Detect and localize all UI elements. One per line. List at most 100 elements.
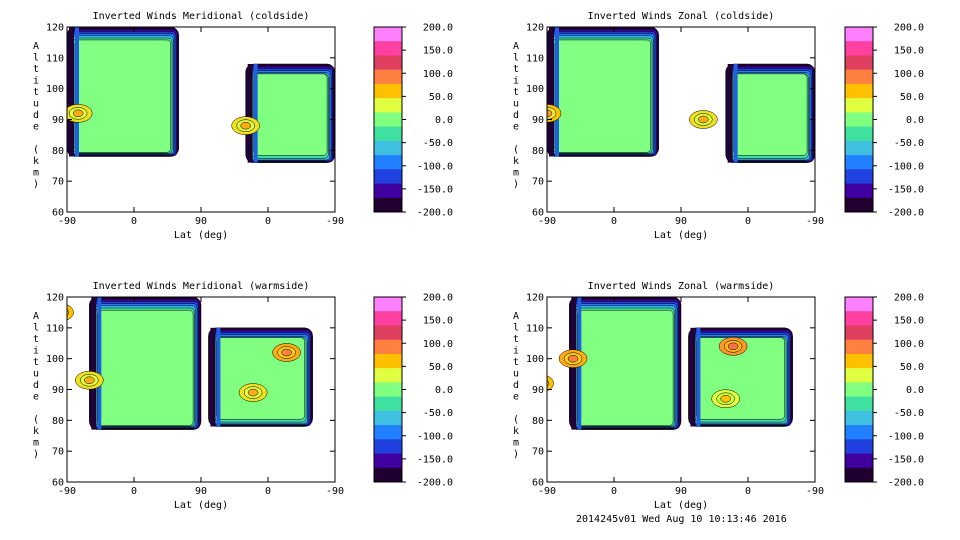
- contour-edge: [75, 27, 79, 157]
- colorbar-swatch: [374, 197, 402, 213]
- colorbar-swatch: [845, 467, 873, 483]
- y-tick-label: 60: [532, 208, 544, 219]
- x-tick-label: -90: [806, 486, 824, 497]
- contour-band: [733, 73, 808, 156]
- wind-extremum: [727, 342, 739, 351]
- colorbar-label: 150.0: [894, 316, 924, 327]
- x-tick-label: 0: [131, 216, 137, 227]
- y-tick-label: 70: [52, 177, 64, 188]
- run-footer: 2014245v01 Wed Aug 10 10:13:46 2016: [576, 514, 787, 525]
- colorbar-swatch: [374, 126, 402, 142]
- chart-panel-2: Inverted Winds Zonal (coldside) -90 0 90 0 -9…: [513, 11, 924, 241]
- colorbar-label: 100.0: [894, 69, 924, 80]
- colorbar-label: -100.0: [417, 431, 453, 442]
- x-tick-label: 90: [675, 486, 687, 497]
- colorbar-swatch: [374, 453, 402, 469]
- y-tick-label: 60: [52, 478, 64, 489]
- contour-edge: [216, 327, 221, 427]
- colorbar-swatch: [845, 297, 873, 312]
- y-tick-label: 80: [532, 416, 544, 427]
- colorbar-label: 200.0: [423, 23, 453, 34]
- colorbar-label: -50.0: [894, 408, 924, 419]
- colorbar-label: -50.0: [423, 138, 453, 149]
- colorbar-label: -200.0: [888, 478, 924, 489]
- colorbar-swatch: [845, 140, 873, 156]
- colorbar-label: -50.0: [894, 138, 924, 149]
- colorbar-label: -200.0: [888, 208, 924, 219]
- x-tick-label: 0: [611, 486, 617, 497]
- colorbar-swatch: [845, 197, 873, 213]
- colorbar-label: -150.0: [888, 454, 924, 465]
- colorbar-label: 100.0: [423, 339, 453, 350]
- colorbar-swatch: [845, 410, 873, 426]
- colorbar-label: 50.0: [900, 92, 924, 103]
- colorbar-swatch: [374, 55, 402, 71]
- colorbar-swatch: [374, 155, 402, 170]
- x-tick-label: 0: [265, 216, 271, 227]
- chart-title: Inverted Winds Meridional (coldside): [93, 11, 310, 22]
- colorbar-swatch: [845, 69, 873, 85]
- colorbar-swatch: [374, 425, 402, 440]
- contour-edge: [69, 27, 74, 157]
- y-tick-label: 90: [52, 385, 64, 396]
- x-tick-label: 0: [611, 216, 617, 227]
- colorbar-swatch: [374, 396, 402, 412]
- x-tick-label: 0: [745, 486, 751, 497]
- colorbar-label: -100.0: [417, 161, 453, 172]
- colorbar-label: 200.0: [894, 293, 924, 304]
- x-tick-label: -90: [806, 216, 824, 227]
- colorbar-swatch: [845, 169, 873, 184]
- contour-band: [554, 39, 651, 153]
- chart-title: Inverted Winds Zonal (coldside): [588, 11, 775, 22]
- contour-edge: [690, 327, 696, 427]
- y-tick-label: 60: [532, 478, 544, 489]
- x-tick-label: -90: [538, 486, 556, 497]
- wind-extremum: [698, 115, 709, 124]
- y-tick-label: 110: [46, 323, 64, 334]
- wind-extremum: [247, 388, 259, 397]
- contour-edge: [91, 297, 97, 430]
- colorbar-swatch: [374, 169, 402, 184]
- colorbar-label: -150.0: [417, 184, 453, 195]
- colorbar-label: -100.0: [888, 431, 924, 442]
- contour-edge: [727, 64, 733, 163]
- colorbar-label: 0.0: [906, 385, 924, 396]
- x-tick-label: -90: [58, 486, 76, 497]
- colorbar-swatch: [374, 98, 402, 113]
- colorbar-swatch: [374, 27, 402, 42]
- contour-edge: [733, 64, 738, 163]
- wind-extremum: [67, 304, 74, 321]
- colorbar-swatch: [845, 126, 873, 142]
- colorbar-swatch: [845, 382, 873, 398]
- wind-extremum: [547, 375, 554, 392]
- colorbar-swatch: [374, 325, 402, 341]
- colorbar-label: 100.0: [423, 69, 453, 80]
- contour-edge: [555, 27, 559, 157]
- x-tick-label: 90: [675, 216, 687, 227]
- chart-panel-4: Inverted Winds Zonal (warmside) -90 0 90 0 -9…: [513, 281, 924, 511]
- colorbar-label: 150.0: [894, 46, 924, 57]
- colorbar-swatch: [845, 396, 873, 412]
- contour-edge: [696, 327, 701, 427]
- x-tick-label: -90: [326, 216, 344, 227]
- contour-band: [253, 73, 328, 156]
- colorbar-label: -150.0: [888, 184, 924, 195]
- y-tick-label: 100: [46, 354, 64, 365]
- colorbar-swatch: [845, 353, 873, 369]
- x-tick-label: 90: [195, 486, 207, 497]
- colorbar-swatch: [374, 297, 402, 312]
- colorbar-swatch: [845, 41, 873, 56]
- colorbar-label: -200.0: [417, 208, 453, 219]
- chart-panel-3: Inverted Winds Meridional (warmside) -90 0…: [33, 281, 453, 511]
- contour-edge: [253, 64, 258, 163]
- wind-extremum: [547, 109, 553, 118]
- wind-extremum: [240, 121, 251, 130]
- colorbar-swatch: [374, 339, 402, 355]
- colorbar-swatch: [374, 83, 402, 99]
- y-tick-label: 120: [526, 293, 544, 304]
- x-axis-label: Lat (deg): [174, 500, 228, 511]
- wind-extremum: [55, 309, 65, 316]
- colorbar-swatch: [374, 183, 402, 199]
